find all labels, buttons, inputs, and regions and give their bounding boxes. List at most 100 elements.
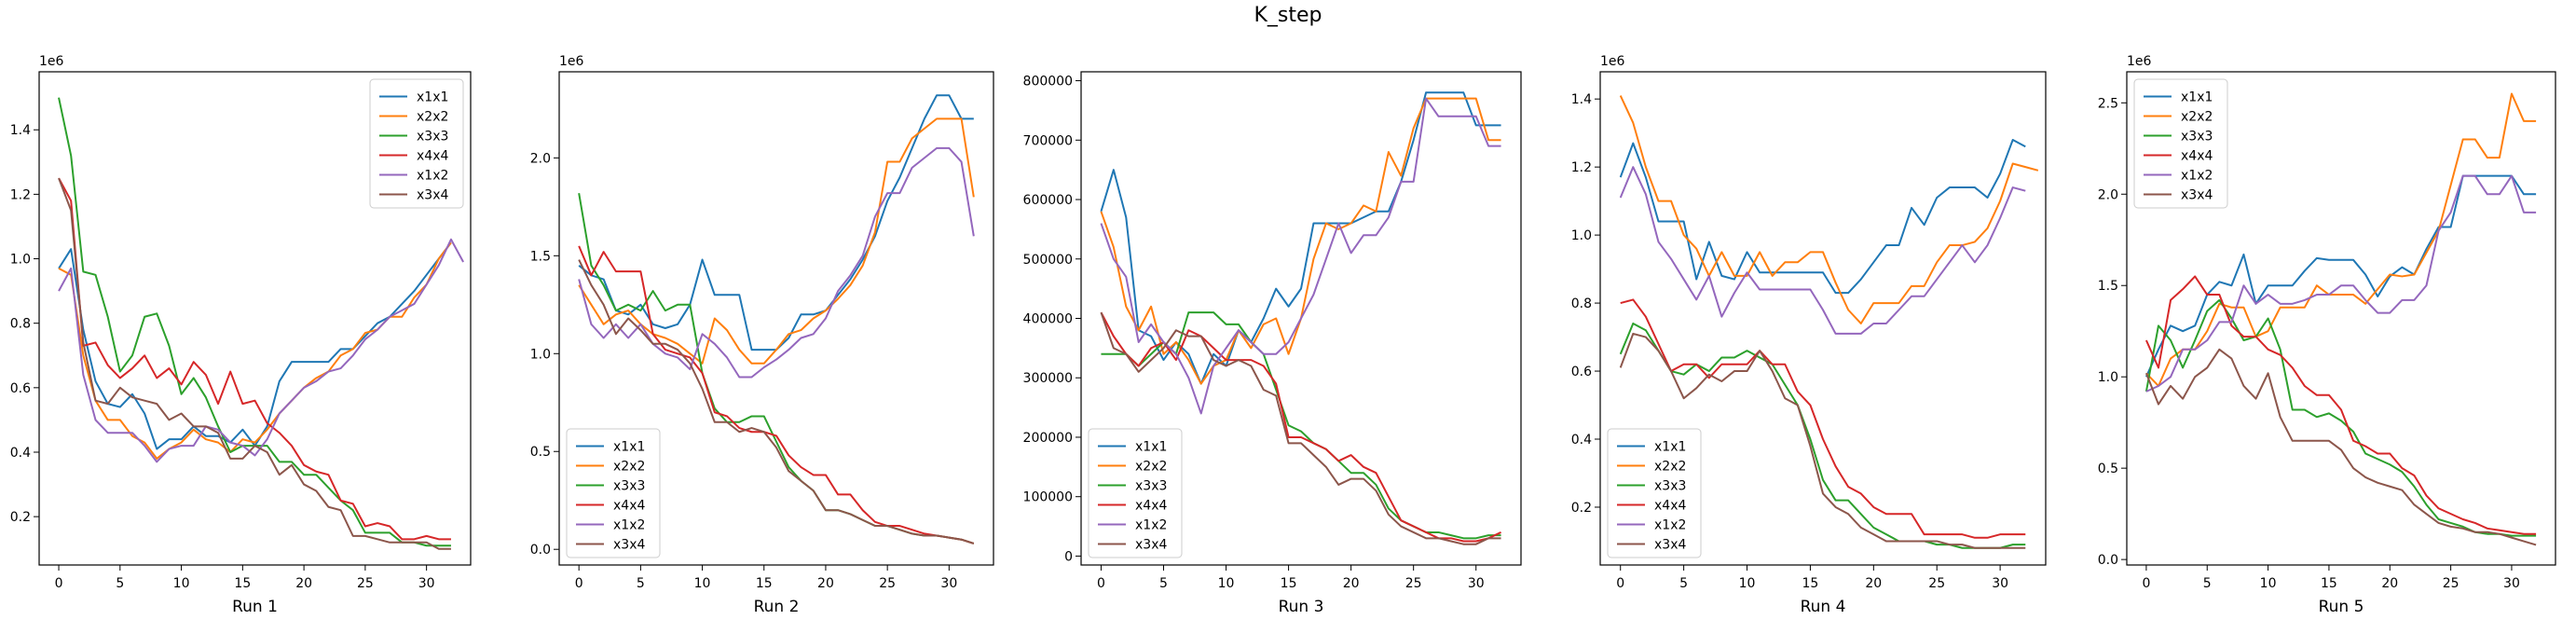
y-tick-label: 0.4	[1571, 433, 1592, 448]
x-tick-label: 30	[1992, 576, 2008, 591]
legend-label-x2x2: x2x2	[1654, 460, 1686, 475]
y-tick-label: 0.2	[10, 510, 31, 525]
legend-label-x3x4: x3x4	[1654, 538, 1686, 553]
y-tick-label: 500000	[1023, 253, 1073, 268]
legend-label-x2x2: x2x2	[2181, 110, 2213, 125]
y-tick-label: 100000	[1023, 490, 1073, 505]
legend-label-x1x2: x1x2	[613, 518, 645, 533]
series-line-x1x2	[58, 238, 464, 463]
y-tick-label: 0.6	[1571, 365, 1592, 379]
y-tick-label: 0.8	[1571, 296, 1592, 311]
series-line-x4x4	[58, 177, 451, 541]
legend-label-x3x3: x3x3	[1135, 479, 1167, 494]
x-tick-label: 5	[1159, 576, 1168, 591]
axis-multiplier: 1e6	[2127, 54, 2152, 69]
legend-label-x1x1: x1x1	[1135, 440, 1167, 455]
series-line-x3x4	[578, 259, 975, 544]
legend: x1x1 x2x2 x3x3 x4x4 x1x2 x3x4	[369, 78, 464, 209]
series-line-x1x1	[58, 241, 452, 450]
y-tick-label: 1.5	[530, 249, 551, 264]
x-tick-label: 0	[1097, 576, 1105, 591]
x-tick-label: 20	[2381, 576, 2398, 591]
series-line-x3x4	[1100, 311, 1501, 545]
y-tick-label: 2.0	[530, 151, 551, 166]
y-tick-label: 1.0	[1571, 228, 1592, 243]
series-line-x3x4	[58, 177, 451, 550]
series-line-x1x2	[1100, 97, 1501, 415]
y-tick-label: 0.6	[10, 381, 31, 396]
x-tick-label: 5	[637, 576, 645, 591]
y-tick-label: 1.0	[2098, 370, 2118, 385]
legend-label-x1x2: x1x2	[1135, 518, 1167, 533]
legend-label-x2x2: x2x2	[1135, 460, 1167, 475]
legend-label-x2x2: x2x2	[417, 110, 448, 125]
axes-frame	[1599, 71, 2047, 566]
axis-multiplier: 1e6	[39, 54, 64, 69]
x-tick-label: 15	[234, 576, 251, 591]
series-line-x2x2	[1619, 95, 2039, 324]
series-line-x1x1	[578, 94, 974, 351]
axis-multiplier: 1e6	[1600, 54, 1625, 69]
y-tick-label: 700000	[1023, 133, 1073, 148]
x-tick-label: 25	[2443, 576, 2460, 591]
legend-label-x2x2: x2x2	[613, 460, 645, 475]
series-line-x3x4	[1619, 332, 2026, 549]
y-tick-label: 1.4	[1571, 92, 1592, 107]
figure-title: K_step	[1254, 4, 1322, 27]
subplot-1: 0 5 10 15 20 25 30 0.2 0.4 0.6 0.8 1.0 1.2 1.4 1e6 Run …	[10, 54, 472, 616]
legend-label-x4x4: x4x4	[613, 499, 645, 514]
x-tick-label: 10	[1739, 576, 1756, 591]
legend: x1x1 x2x2 x3x3 x4x4 x1x2 x3x4	[1607, 428, 1702, 558]
x-tick-label: 10	[1218, 576, 1235, 591]
axes-frame	[558, 71, 994, 566]
legend-label-x1x1: x1x1	[613, 440, 645, 455]
legend-label-x1x2: x1x2	[2181, 169, 2213, 184]
legend-label-x3x3: x3x3	[1654, 479, 1686, 494]
x-tick-label: 0	[2142, 576, 2150, 591]
series-line-x1x1	[1619, 138, 2026, 295]
x-tick-label: 20	[1865, 576, 1882, 591]
x-tick-label: 15	[2321, 576, 2337, 591]
series-line-x2x2	[578, 117, 975, 365]
y-tick-label: 0.2	[1571, 501, 1592, 516]
legend-label-x3x3: x3x3	[2181, 130, 2213, 145]
y-tick-label: 1.2	[1571, 160, 1592, 175]
x-tick-label: 5	[116, 576, 124, 591]
y-tick-label: 0.0	[2098, 553, 2118, 568]
y-tick-label: 1.4	[10, 123, 31, 138]
legend: x1x1 x2x2 x3x3 x4x4 x1x2 x3x4	[566, 428, 661, 558]
y-tick-label: 0.8	[10, 317, 31, 332]
x-tick-label: 0	[575, 576, 583, 591]
y-tick-label: 0.5	[530, 445, 551, 460]
x-tick-label: 25	[357, 576, 374, 591]
legend-label-x3x4: x3x4	[613, 538, 645, 553]
x-axis-label: Run 5	[2319, 598, 2364, 616]
legend-label-x3x3: x3x3	[613, 479, 645, 494]
axis-multiplier: 1e6	[559, 54, 584, 69]
x-tick-label: 20	[817, 576, 834, 591]
series-line-x3x3	[1619, 322, 2026, 549]
legend-label-x1x2: x1x2	[1654, 518, 1686, 533]
legend-label-x4x4: x4x4	[417, 149, 448, 164]
x-tick-label: 25	[1928, 576, 1945, 591]
legend-label-x1x1: x1x1	[2181, 90, 2213, 105]
y-tick-label: 0	[1064, 549, 1073, 564]
x-tick-label: 0	[55, 576, 63, 591]
y-tick-label: 400000	[1023, 312, 1073, 327]
legend-label-x4x4: x4x4	[1135, 499, 1167, 514]
y-tick-label: 0.4	[10, 446, 31, 461]
series-line-x1x1	[1100, 91, 1501, 385]
x-tick-label: 25	[1405, 576, 1422, 591]
x-axis-label: Run 4	[1801, 598, 1846, 616]
y-tick-label: 1.5	[2098, 279, 2118, 294]
legend-label-x4x4: x4x4	[2181, 149, 2213, 164]
y-tick-label: 2.5	[2098, 96, 2118, 111]
legend-label-x1x1: x1x1	[417, 90, 448, 105]
x-tick-label: 30	[940, 576, 957, 591]
x-tick-label: 5	[2203, 576, 2212, 591]
y-tick-label: 2.0	[2098, 187, 2118, 202]
series-line-x4x4	[578, 245, 975, 544]
legend-label-x1x1: x1x1	[1654, 440, 1686, 455]
